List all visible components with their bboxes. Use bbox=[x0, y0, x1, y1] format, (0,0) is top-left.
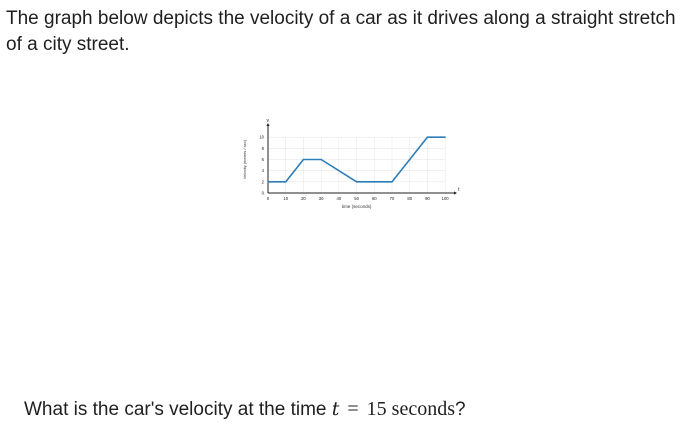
time-variable: t bbox=[331, 398, 340, 420]
grid bbox=[268, 136, 446, 193]
x-tick-label: 40 bbox=[337, 196, 342, 201]
velocity-chart-svg: t v 0 10 20 30 40 50 60 70 80 90 100 0 2 4 6 8 10 time … bbox=[242, 118, 460, 209]
x-tick-label: 20 bbox=[301, 196, 306, 201]
y-axis-letter: v bbox=[267, 118, 270, 124]
question-text: What is the car's velocity at the time bbox=[24, 399, 332, 420]
x-tick-label: 0 bbox=[267, 196, 270, 201]
x-axis-label: time (seconds) bbox=[342, 204, 372, 209]
equals-sign: = bbox=[347, 398, 359, 420]
y-axis-arrow bbox=[266, 123, 270, 126]
y-tick-label: 10 bbox=[259, 135, 264, 140]
x-tick-label: 80 bbox=[407, 196, 412, 201]
y-tick-label: 2 bbox=[262, 179, 265, 184]
x-tick-label: 50 bbox=[354, 196, 359, 201]
question-mark: ? bbox=[455, 399, 466, 420]
x-tick-label: 90 bbox=[425, 196, 430, 201]
y-tick-label: 0 bbox=[262, 191, 265, 196]
x-tick-label: 30 bbox=[319, 196, 324, 201]
y-tick-label: 6 bbox=[262, 157, 265, 162]
question: What is the car's velocity at the time t… bbox=[24, 395, 466, 424]
y-axis-label: Velocity (meters / sec) bbox=[242, 139, 247, 179]
y-tick-label: 4 bbox=[262, 168, 265, 173]
problem-prompt: The graph below depicts the velocity of … bbox=[6, 8, 676, 55]
velocity-time-graph: t v 0 10 20 30 40 50 60 70 80 90 100 0 2 4 6 8 10 time … bbox=[232, 118, 468, 218]
x-tick-labels: 0 10 20 30 40 50 60 70 80 90 100 bbox=[267, 196, 449, 201]
x-axis-letter: t bbox=[458, 187, 460, 193]
x-tick-label: 100 bbox=[442, 196, 450, 201]
series bbox=[267, 136, 446, 183]
time-value: 15 seconds bbox=[366, 398, 455, 420]
series-line-0 bbox=[267, 136, 446, 183]
x-tick-label: 70 bbox=[390, 196, 395, 201]
y-tick-labels: 0 2 4 6 8 10 bbox=[259, 135, 264, 196]
x-tick-label: 60 bbox=[372, 196, 377, 201]
x-tick-label: 10 bbox=[283, 196, 288, 201]
x-axis-arrow bbox=[454, 191, 457, 195]
y-tick-label: 8 bbox=[262, 146, 265, 151]
